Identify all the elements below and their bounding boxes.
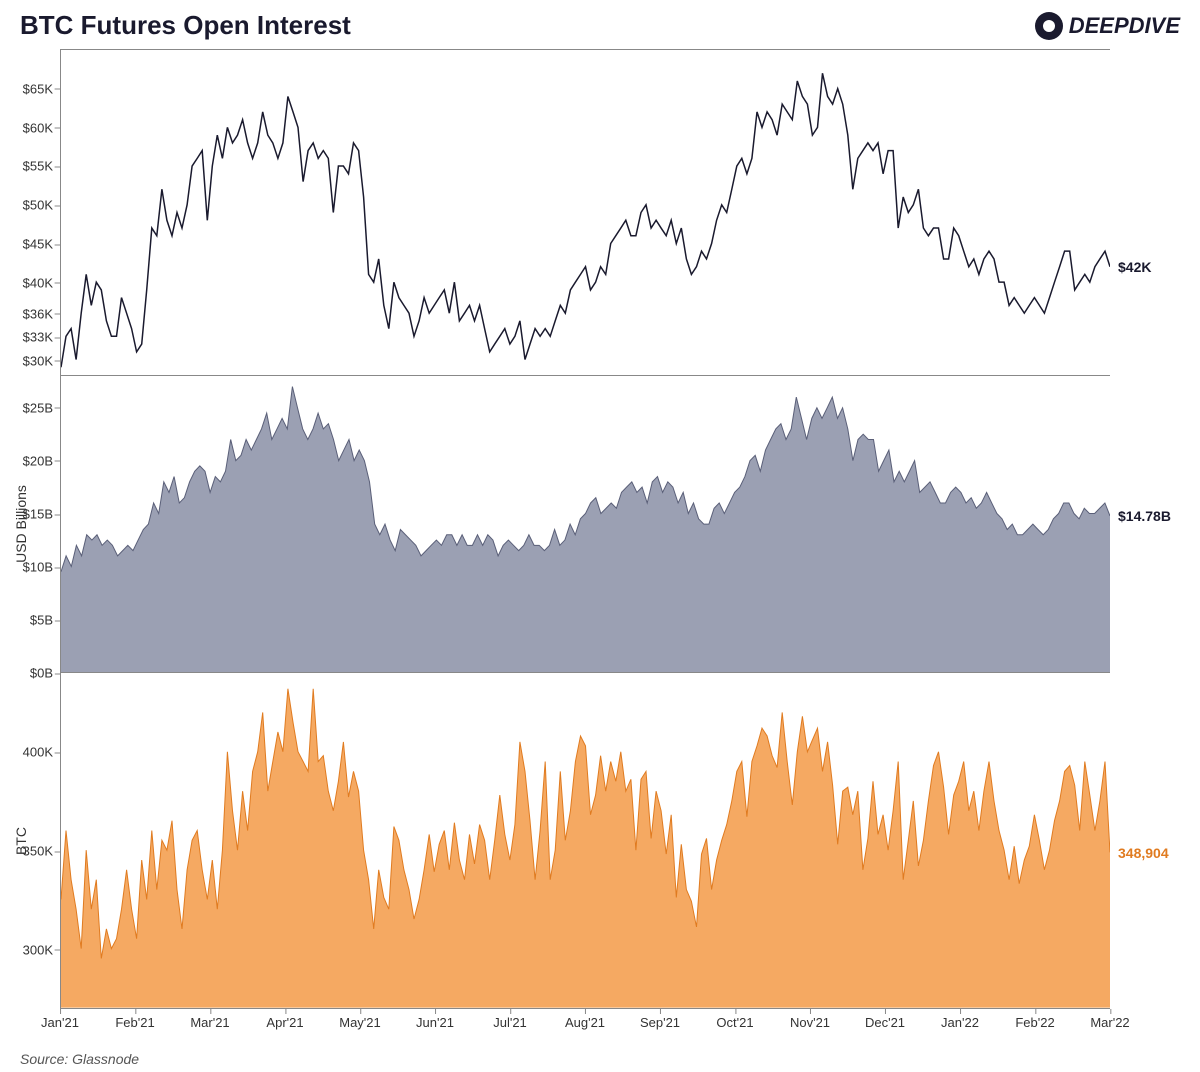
ytick: 300K bbox=[23, 942, 53, 957]
chart-area: $30K$33K$36K$40K$45K$50K$55K$60K$65K$42K… bbox=[60, 49, 1110, 1009]
xtick: Dec'21 bbox=[865, 1015, 905, 1030]
xtick: Jan'22 bbox=[941, 1015, 979, 1030]
ytick: $5B bbox=[30, 613, 53, 628]
ytick: $30K bbox=[23, 353, 53, 368]
page-title: BTC Futures Open Interest bbox=[20, 10, 351, 41]
ytick: 400K bbox=[23, 745, 53, 760]
xtick: Jun'21 bbox=[416, 1015, 454, 1030]
ytick: $0B bbox=[30, 666, 53, 681]
ytick: $25B bbox=[23, 400, 53, 415]
xtick: Mar'22 bbox=[1090, 1015, 1129, 1030]
ytick: $45K bbox=[23, 237, 53, 252]
panel-price: $30K$33K$36K$40K$45K$50K$55K$60K$65K$42K bbox=[61, 49, 1110, 375]
end-label: 348,904 bbox=[1118, 845, 1169, 861]
ytick: $60K bbox=[23, 120, 53, 135]
xtick: Mar'21 bbox=[190, 1015, 229, 1030]
end-label: $42K bbox=[1118, 259, 1151, 275]
ytick: $50K bbox=[23, 198, 53, 213]
xtick: Aug'21 bbox=[565, 1015, 605, 1030]
ylabel: BTC bbox=[13, 827, 29, 855]
xtick: Oct'21 bbox=[716, 1015, 753, 1030]
ytick: $55K bbox=[23, 159, 53, 174]
xtick: Jul'21 bbox=[493, 1015, 527, 1030]
xtick: Apr'21 bbox=[266, 1015, 303, 1030]
brand: DEEPDIVE bbox=[1035, 12, 1180, 40]
ytick: $20B bbox=[23, 453, 53, 468]
xtick: Feb'21 bbox=[115, 1015, 154, 1030]
xtick: Jan'21 bbox=[41, 1015, 79, 1030]
brand-text: DEEPDIVE bbox=[1069, 13, 1180, 39]
brand-icon bbox=[1035, 12, 1063, 40]
xtick: Sep'21 bbox=[640, 1015, 680, 1030]
xtick: Feb'22 bbox=[1015, 1015, 1054, 1030]
panel-usd: $0B$5B$10B$15B$20B$25BUSD Billions$14.78… bbox=[61, 375, 1110, 672]
xtick: Nov'21 bbox=[790, 1015, 830, 1030]
source-text: Source: Glassnode bbox=[20, 1051, 1180, 1067]
ytick: $36K bbox=[23, 306, 53, 321]
ylabel: USD Billions bbox=[13, 485, 29, 563]
ytick: $65K bbox=[23, 81, 53, 96]
ytick: $33K bbox=[23, 330, 53, 345]
panel-btc: 300K350K400KBTC348,904 bbox=[61, 672, 1110, 1008]
ytick: $40K bbox=[23, 275, 53, 290]
xaxis: Jan'21Feb'21Mar'21Apr'21May'21Jun'21Jul'… bbox=[60, 1009, 1110, 1033]
xtick: May'21 bbox=[339, 1015, 381, 1030]
end-label: $14.78B bbox=[1118, 508, 1171, 524]
